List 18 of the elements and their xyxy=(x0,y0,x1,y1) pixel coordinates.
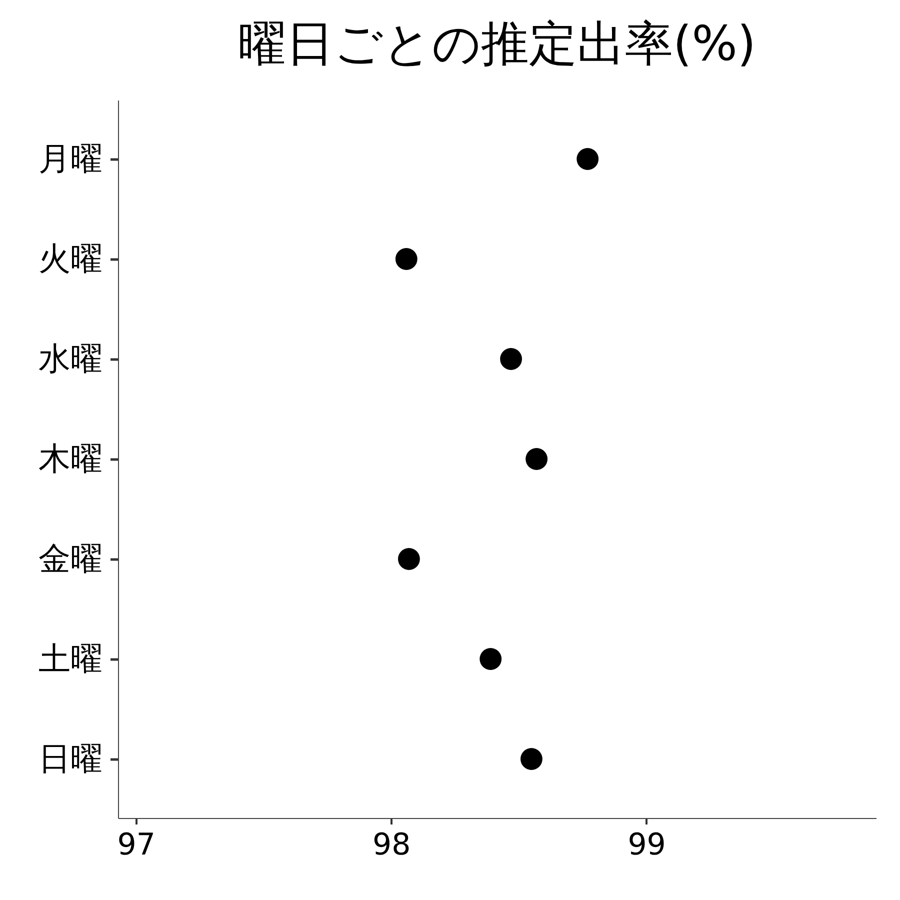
y-tick-label: 水曜 xyxy=(38,340,102,378)
x-tick-label: 97 xyxy=(117,828,156,862)
y-tick-label: 火曜 xyxy=(38,240,102,278)
point xyxy=(480,648,502,670)
y-tick-label: 土曜 xyxy=(38,640,102,678)
y-tick-label: 月曜 xyxy=(38,140,102,178)
point xyxy=(398,548,420,570)
point xyxy=(500,348,522,370)
x-tick-label: 98 xyxy=(372,828,411,862)
point xyxy=(520,748,542,770)
x-tick-label: 99 xyxy=(628,828,666,862)
point xyxy=(526,448,548,470)
point xyxy=(395,248,418,270)
y-tick-label: 金曜 xyxy=(38,540,102,578)
y-tick-label: 日曜 xyxy=(38,740,102,778)
chart-title: 曜日ごとの推定出率(%) xyxy=(238,16,756,72)
y-tick-label: 木曜 xyxy=(38,440,102,478)
point xyxy=(576,148,599,170)
